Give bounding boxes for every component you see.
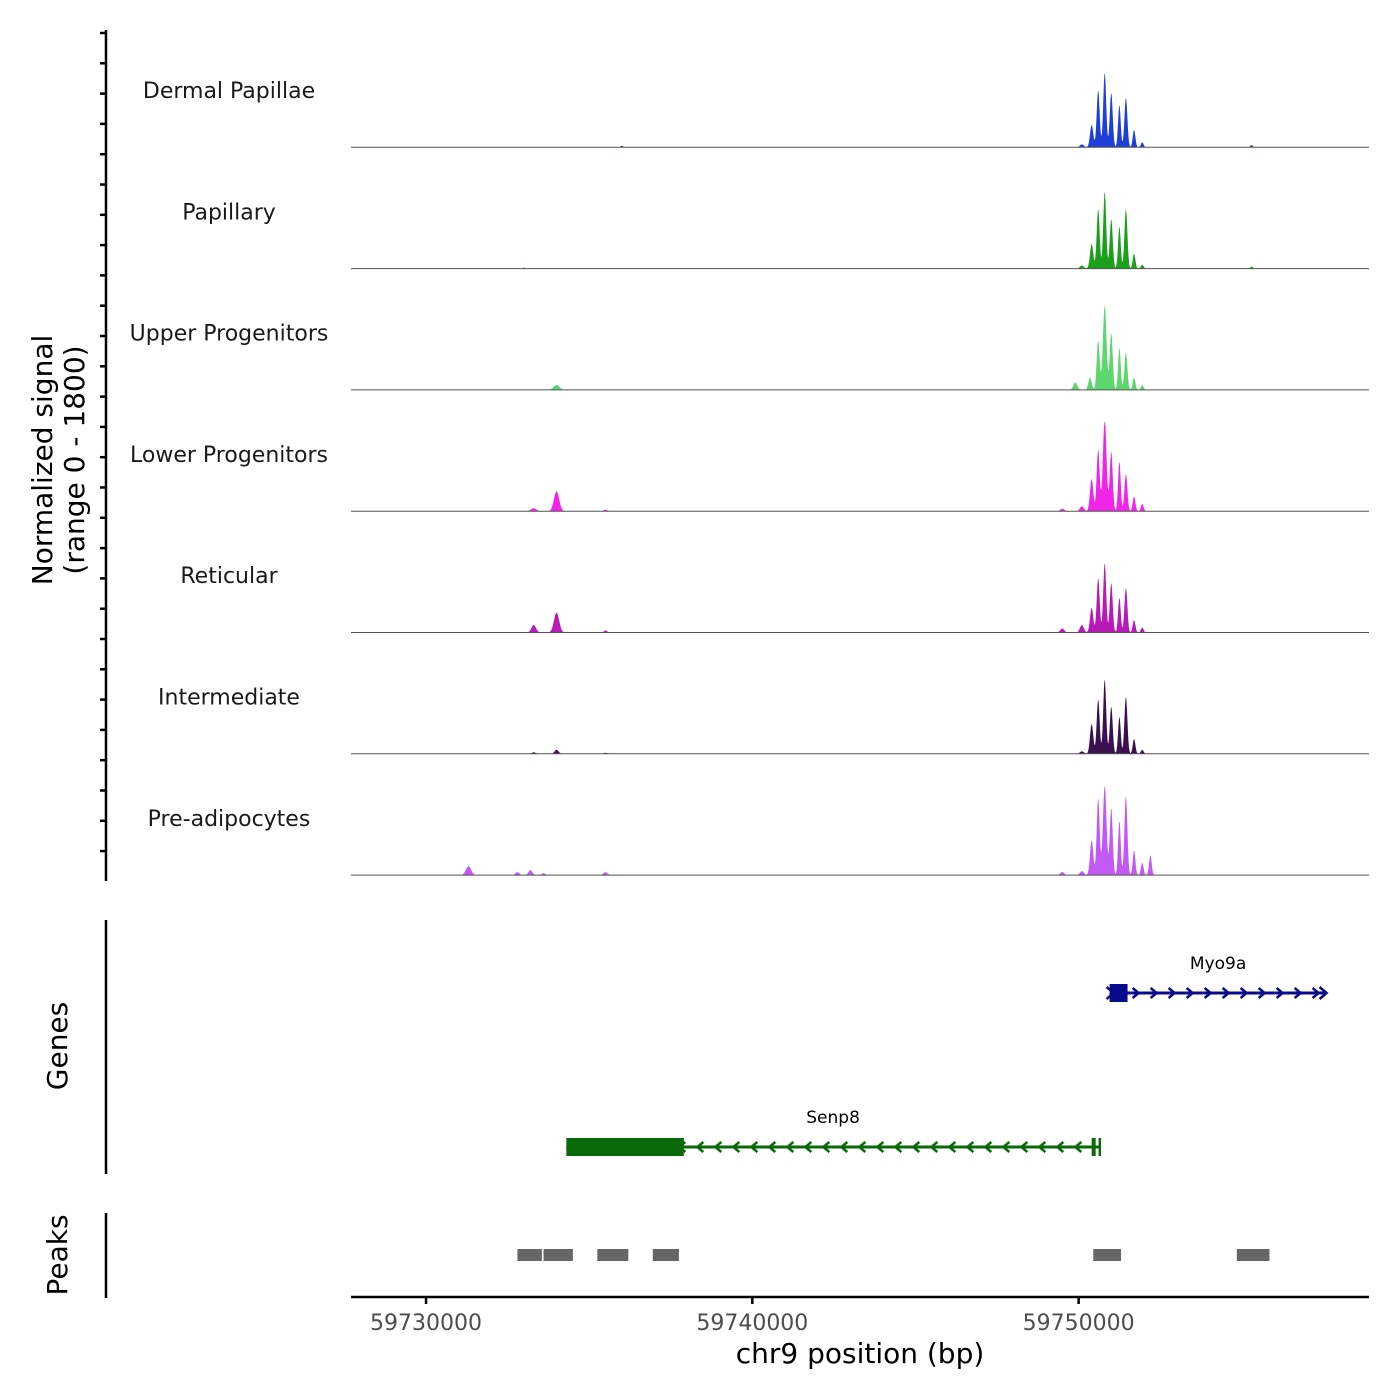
strand-chevron xyxy=(821,1141,831,1153)
gene-label: Myo9a xyxy=(1190,954,1246,974)
peaks-layer xyxy=(517,1249,1270,1261)
gene-exon xyxy=(1091,1138,1096,1156)
coverage-tracks xyxy=(351,73,1369,876)
coverage-panel: Dermal Papillae Papillary Upper Progenitor… xyxy=(26,30,1369,881)
strand-chevron xyxy=(1203,987,1213,999)
strand-chevron xyxy=(731,1141,741,1153)
genes-y-title: Genes xyxy=(41,1002,74,1090)
strand-chevron xyxy=(965,1141,975,1153)
strand-chevron xyxy=(1239,987,1249,999)
track-label: Dermal Papillae xyxy=(143,79,315,104)
genes-layer: Myo9a Senp8 xyxy=(566,954,1329,1156)
strand-chevron xyxy=(857,1141,867,1153)
strand-chevron xyxy=(767,1141,777,1153)
gene-label: Senp8 xyxy=(806,1108,860,1128)
track-label: Reticular xyxy=(180,564,278,589)
strand-chevron xyxy=(1001,1141,1011,1153)
coverage-area xyxy=(351,192,1369,269)
coverage-area xyxy=(351,680,1369,754)
gene-exon xyxy=(566,1138,684,1156)
peak-region xyxy=(543,1249,573,1261)
genes-panel: Genes Myo9a Senp8 xyxy=(41,920,1329,1174)
track-label: Lower Progenitors xyxy=(130,443,328,468)
coverage-area xyxy=(351,786,1369,876)
x-tick-label: 59730000 xyxy=(370,1311,482,1336)
strand-chevron xyxy=(1019,1141,1029,1153)
strand-chevron xyxy=(1073,1141,1083,1153)
strand-chevron xyxy=(713,1141,723,1153)
track-label: Papillary xyxy=(182,200,276,225)
strand-chevron xyxy=(695,1141,705,1153)
coverage-area xyxy=(351,73,1369,148)
strand-chevron xyxy=(1131,987,1141,999)
coverage-area xyxy=(351,563,1369,633)
strand-chevron xyxy=(929,1141,939,1153)
x-axis-title: chr9 position (bp) xyxy=(736,1337,985,1370)
coverage-area xyxy=(351,421,1369,512)
strand-chevron xyxy=(875,1141,885,1153)
track-labels: Dermal Papillae Papillary Upper Progenitor… xyxy=(130,79,329,832)
coverage-y-ticks xyxy=(100,31,106,853)
peak-region xyxy=(517,1249,542,1261)
strand-chevron xyxy=(983,1141,993,1153)
coverage-y-title-line1: Normalized signal xyxy=(26,335,59,586)
peak-region xyxy=(1093,1249,1122,1261)
strand-chevron xyxy=(893,1141,903,1153)
x-tick-label: 59740000 xyxy=(696,1311,808,1336)
strand-chevron xyxy=(1037,1141,1047,1153)
track-label: Intermediate xyxy=(158,686,300,711)
coverage-area xyxy=(351,306,1369,390)
strand-chevron xyxy=(947,1141,957,1153)
strand-chevron xyxy=(911,1141,921,1153)
strand-chevron xyxy=(1257,987,1267,999)
gene-exon xyxy=(1109,984,1128,1002)
peak-region xyxy=(1236,1249,1270,1261)
strand-chevron xyxy=(1185,987,1195,999)
strand-chevron xyxy=(1055,1141,1065,1153)
strand-chevron xyxy=(1275,987,1285,999)
strand-chevron xyxy=(1149,987,1159,999)
x-tick-label: 59750000 xyxy=(1023,1311,1135,1336)
strand-chevron xyxy=(1311,987,1321,999)
peaks-panel: Peaks xyxy=(41,1213,1270,1298)
strand-chevron xyxy=(1221,987,1231,999)
coverage-y-title-line2: (range 0 - 1800) xyxy=(58,345,91,574)
strand-chevron xyxy=(1293,987,1303,999)
peak-region xyxy=(597,1249,629,1261)
strand-chevron xyxy=(839,1141,849,1153)
track-label: Pre-adipocytes xyxy=(148,807,311,832)
strand-chevron xyxy=(785,1141,795,1153)
strand-chevron xyxy=(749,1141,759,1153)
gene-end-arrow xyxy=(1318,986,1329,1000)
strand-chevron xyxy=(1167,987,1177,999)
x-ticks: 59730000 59740000 59750000 xyxy=(370,1297,1135,1336)
track-label: Upper Progenitors xyxy=(130,322,329,347)
strand-chevron xyxy=(803,1141,813,1153)
peak-region xyxy=(652,1249,679,1261)
peaks-y-title: Peaks xyxy=(41,1214,74,1295)
x-axis: 59730000 59740000 59750000 chr9 position (… xyxy=(351,1295,1369,1370)
